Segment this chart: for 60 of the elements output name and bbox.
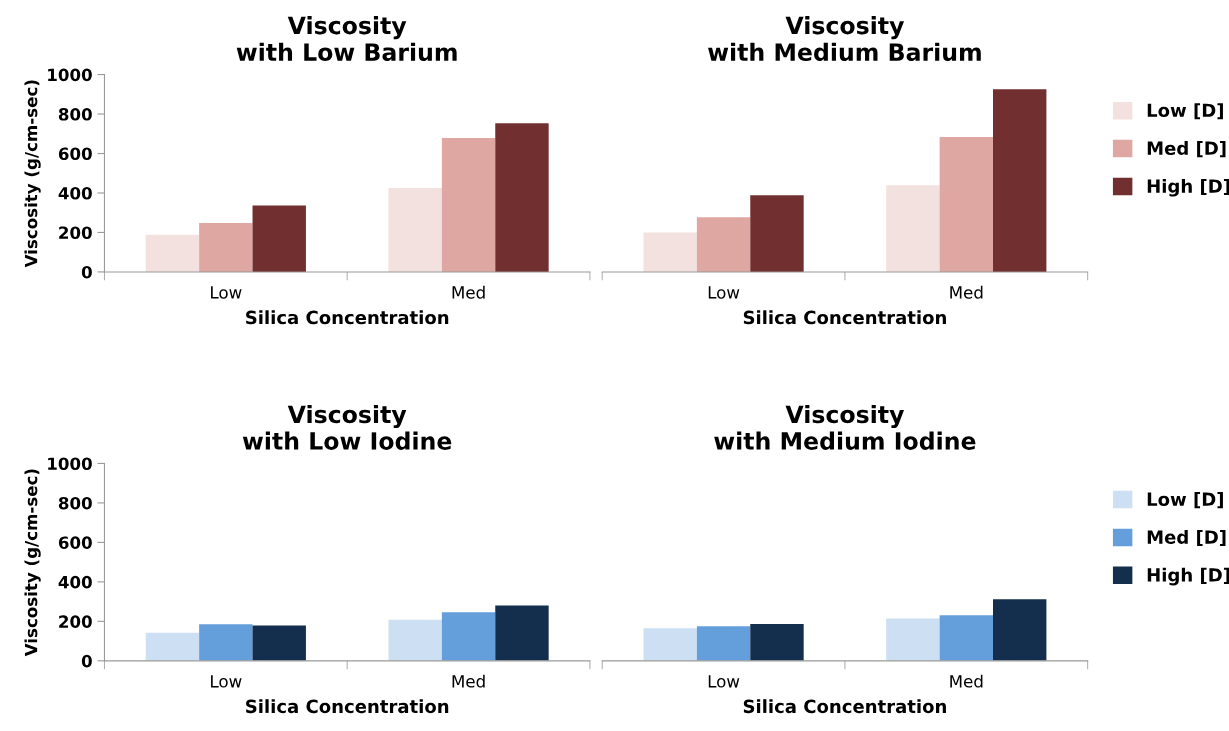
y-tick-label: 200 [59, 226, 92, 240]
y-tick-label: 600 [58, 147, 92, 161]
bar [199, 624, 253, 661]
bar [750, 195, 804, 272]
bar [252, 205, 306, 272]
x-axis-title: Silica Concentration [246, 699, 449, 714]
bar [252, 625, 306, 661]
x-tick-label: Low [708, 675, 740, 688]
bar [696, 217, 751, 272]
bar [643, 628, 697, 661]
x-tick-label: Med [452, 674, 485, 688]
y-tick-label: 400 [58, 575, 92, 589]
bar [388, 619, 442, 661]
bar [495, 123, 549, 272]
x-tick-label: Low [708, 286, 740, 299]
bar [495, 605, 549, 661]
y-tick-label: 200 [59, 615, 92, 628]
y-tick-label: 1000 [48, 68, 92, 82]
bar [696, 626, 751, 661]
x-tick-label: Low [211, 675, 242, 688]
x-tick-label: Med [452, 285, 485, 299]
bar [441, 612, 496, 661]
bar [939, 615, 993, 661]
y-axis-title: Viscosity (g/cm-sec) [24, 469, 41, 657]
x-tick-label: Low [211, 286, 242, 299]
x-axis-title: Silica Concentration [743, 310, 946, 325]
x-tick-label: Med [950, 285, 983, 299]
x-axis-title: Silica Concentration [743, 699, 946, 714]
bar [939, 136, 993, 272]
legend-label: Low [D] [1147, 492, 1223, 509]
legend-label: Low [D] [1147, 103, 1223, 120]
legend-label: Med [D] [1147, 529, 1226, 547]
bar [199, 222, 253, 272]
y-tick-label: 600 [58, 536, 92, 549]
bar [750, 623, 804, 661]
y-tick-label: 0 [81, 265, 92, 279]
y-tick-label: 400 [58, 186, 92, 200]
bar [993, 89, 1047, 272]
bar [388, 188, 442, 272]
x-axis-title: Silica Concentration [246, 310, 449, 325]
y-tick-label: 800 [58, 496, 92, 510]
legend-label: High [D] [1147, 567, 1229, 586]
bar [886, 618, 940, 661]
x-tick-label: Med [950, 674, 983, 688]
legend-label: Med [D] [1147, 141, 1226, 158]
bar [886, 185, 940, 272]
y-axis-title: Viscosity (g/cm-sec) [24, 80, 41, 268]
bar [441, 138, 496, 272]
bar [145, 632, 200, 661]
legend-label: High [D] [1147, 178, 1229, 197]
chart-title: Viscosity with Low Iodine [242, 405, 452, 450]
bar [993, 599, 1047, 661]
y-tick-label: 800 [58, 108, 92, 121]
y-tick-label: 1000 [48, 457, 92, 471]
bar [643, 232, 697, 272]
bar [145, 234, 200, 272]
chart-title: Viscosity with Medium Barium [708, 16, 981, 62]
y-tick-label: 0 [81, 654, 92, 668]
chart-title: Viscosity with Medium Iodine [714, 405, 976, 450]
chart-title: Viscosity with Low Barium [236, 16, 457, 62]
